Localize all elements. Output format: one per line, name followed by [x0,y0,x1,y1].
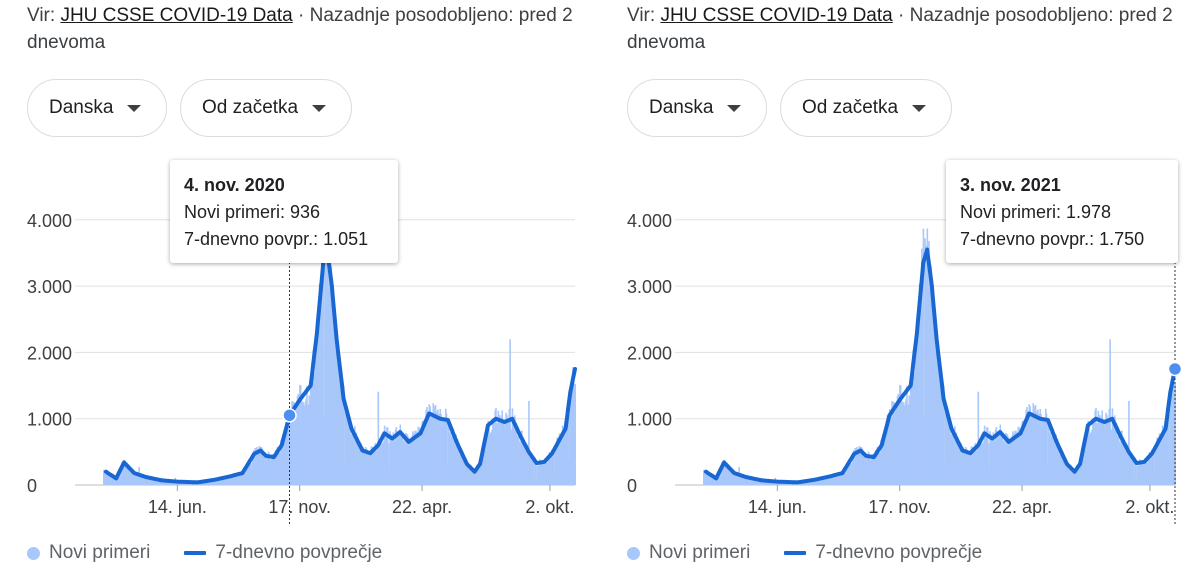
new-cases-legend-label: Novi primeri [49,542,151,563]
y-tick-label: 0 [627,476,637,496]
x-tick-label: 2. okt. [525,497,574,517]
new-cases-bar [987,443,990,485]
country-dropdown-label: Danska [649,97,714,118]
new-cases-bar [377,391,380,485]
new-cases-bar [977,391,980,485]
range-dropdown-label: Od začetka [202,97,299,118]
source-updated: · Nazadnje posodobljeno: pred 2 dnevoma [627,5,1173,53]
new-cases-bar [1135,465,1137,485]
new-cases-bar [1045,413,1048,485]
x-tick-label: 22. apr. [992,497,1052,517]
new-cases-legend-marker [627,546,640,560]
source-link[interactable]: JHU CSSE COVID-19 Data [660,5,893,26]
new-cases-bar [214,479,216,485]
country-dropdown[interactable]: Danska [627,79,767,137]
average-line [704,247,1177,485]
average-legend-label: 7-dnevno povprečje [215,542,383,563]
highlight-point [282,408,297,423]
right-panel: Vir: JHU CSSE COVID-19 Data · Nazadnje p… [600,0,1200,581]
x-tick-label: 17. nov. [268,497,331,517]
covid-cases-chart[interactable]: 0 1.000 2.000 3.000 4.000 14. jun. 17. nov. 22.… [600,150,1200,530]
range-dropdown-label: Od začetka [802,97,899,118]
new-cases-bar [741,477,744,485]
x-tick-label: 14. jun. [148,497,207,517]
tooltip-new-cases: Novi primeri: 1.978 [960,202,1112,222]
y-tick-label: 4.000 [27,211,72,231]
source-prefix: Vir: [27,5,61,26]
new-cases-bar [322,228,325,486]
new-cases-bar [1128,400,1130,485]
country-dropdown-label: Danska [49,97,114,118]
chart-tooltip: 4. nov. 2020 Novi primeri: 936 7-dnevno … [170,160,398,263]
new-cases-bar [509,339,511,485]
y-tick-label: 2.000 [627,343,672,363]
y-tick-label: 2.000 [27,343,72,363]
source-link[interactable]: JHU CSSE COVID-19 Data [60,5,293,26]
new-cases-bar [814,479,816,485]
new-cases-legend-label: Novi primeri [649,542,751,563]
new-cases-bar [828,475,831,485]
new-cases-bar [1153,453,1155,485]
x-tick-label: 17. nov. [868,497,931,517]
dropdown-caret-icon [727,104,742,112]
new-cases-bar [1109,339,1111,485]
average-legend-marker [184,551,207,555]
y-tick-label: 1.000 [27,410,72,430]
source-updated: · Nazadnje posodobljeno: pred 2 dnevoma [27,5,573,53]
average-legend-label: 7-dnevno povprečje [815,542,983,563]
new-cases-bar [535,465,537,485]
x-tick-label: 14. jun. [748,497,807,517]
highlight-point [1167,361,1183,377]
dropdown-caret-icon [127,104,142,112]
y-tick-label: 3.000 [27,277,72,297]
new-cases-bar [768,481,770,485]
average-legend-marker [784,551,807,555]
dropdown-caret-icon [912,104,927,112]
tooltip-average: 7-dnevno povpr.: 1.750 [960,229,1145,249]
tooltip-date: 4. nov. 2020 [184,175,285,195]
new-cases-bar [568,405,570,485]
new-cases-bar [168,481,170,485]
chart-tooltip: 3. nov. 2021 Novi primeri: 1.978 7-dnevn… [946,160,1178,263]
source-prefix: Vir: [627,5,661,26]
source-line: Vir: JHU CSSE COVID-19 Data · Nazadnje p… [627,2,1187,56]
new-cases-bar [943,385,945,485]
new-cases-bar [1168,405,1170,485]
new-cases-bar [141,477,144,485]
range-dropdown[interactable]: Od začetka [780,79,952,137]
new-cases-bar [922,228,925,486]
new-cases-bar [387,443,390,485]
tooltip-average: 7-dnevno povpr.: 1.051 [184,229,369,249]
new-cases-bar [574,383,576,485]
new-cases-bar [250,463,253,485]
new-cases-bar [532,460,535,485]
x-tick-label: 22. apr. [392,497,452,517]
new-cases-bar [553,453,555,485]
new-cases-bar [850,463,853,485]
y-tick-label: 1.000 [627,410,672,430]
dropdown-caret-icon [312,104,327,112]
source-line: Vir: JHU CSSE COVID-19 Data · Nazadnje p… [27,2,587,56]
covid-cases-chart[interactable]: 0 1.000 2.000 3.000 4.000 14. jun. 17. nov. 22.… [0,150,600,530]
tooltip-new-cases: Novi primeri: 936 [184,202,321,222]
x-tick-label: 2. okt. [1125,497,1174,517]
new-cases-bar [343,385,345,485]
country-dropdown[interactable]: Danska [27,79,167,137]
average-line [104,247,577,485]
new-cases-bar [1132,460,1135,485]
new-cases-bar [528,400,530,485]
range-dropdown[interactable]: Od začetka [180,79,352,137]
new-cases-legend-marker [27,546,40,560]
y-tick-label: 4.000 [627,211,672,231]
new-cases-bar [445,413,448,485]
y-tick-label: 3.000 [627,277,672,297]
y-tick-label: 0 [27,476,37,496]
new-cases-bar [228,475,231,485]
chart-legend: Novi primeri 7-dnevno povprečje [27,542,382,564]
tooltip-date: 3. nov. 2021 [960,175,1061,195]
left-panel: Vir: JHU CSSE COVID-19 Data · Nazadnje p… [0,2,600,564]
chart-legend: Novi primeri 7-dnevno povprečje [627,542,982,564]
new-cases-bars [103,228,576,486]
